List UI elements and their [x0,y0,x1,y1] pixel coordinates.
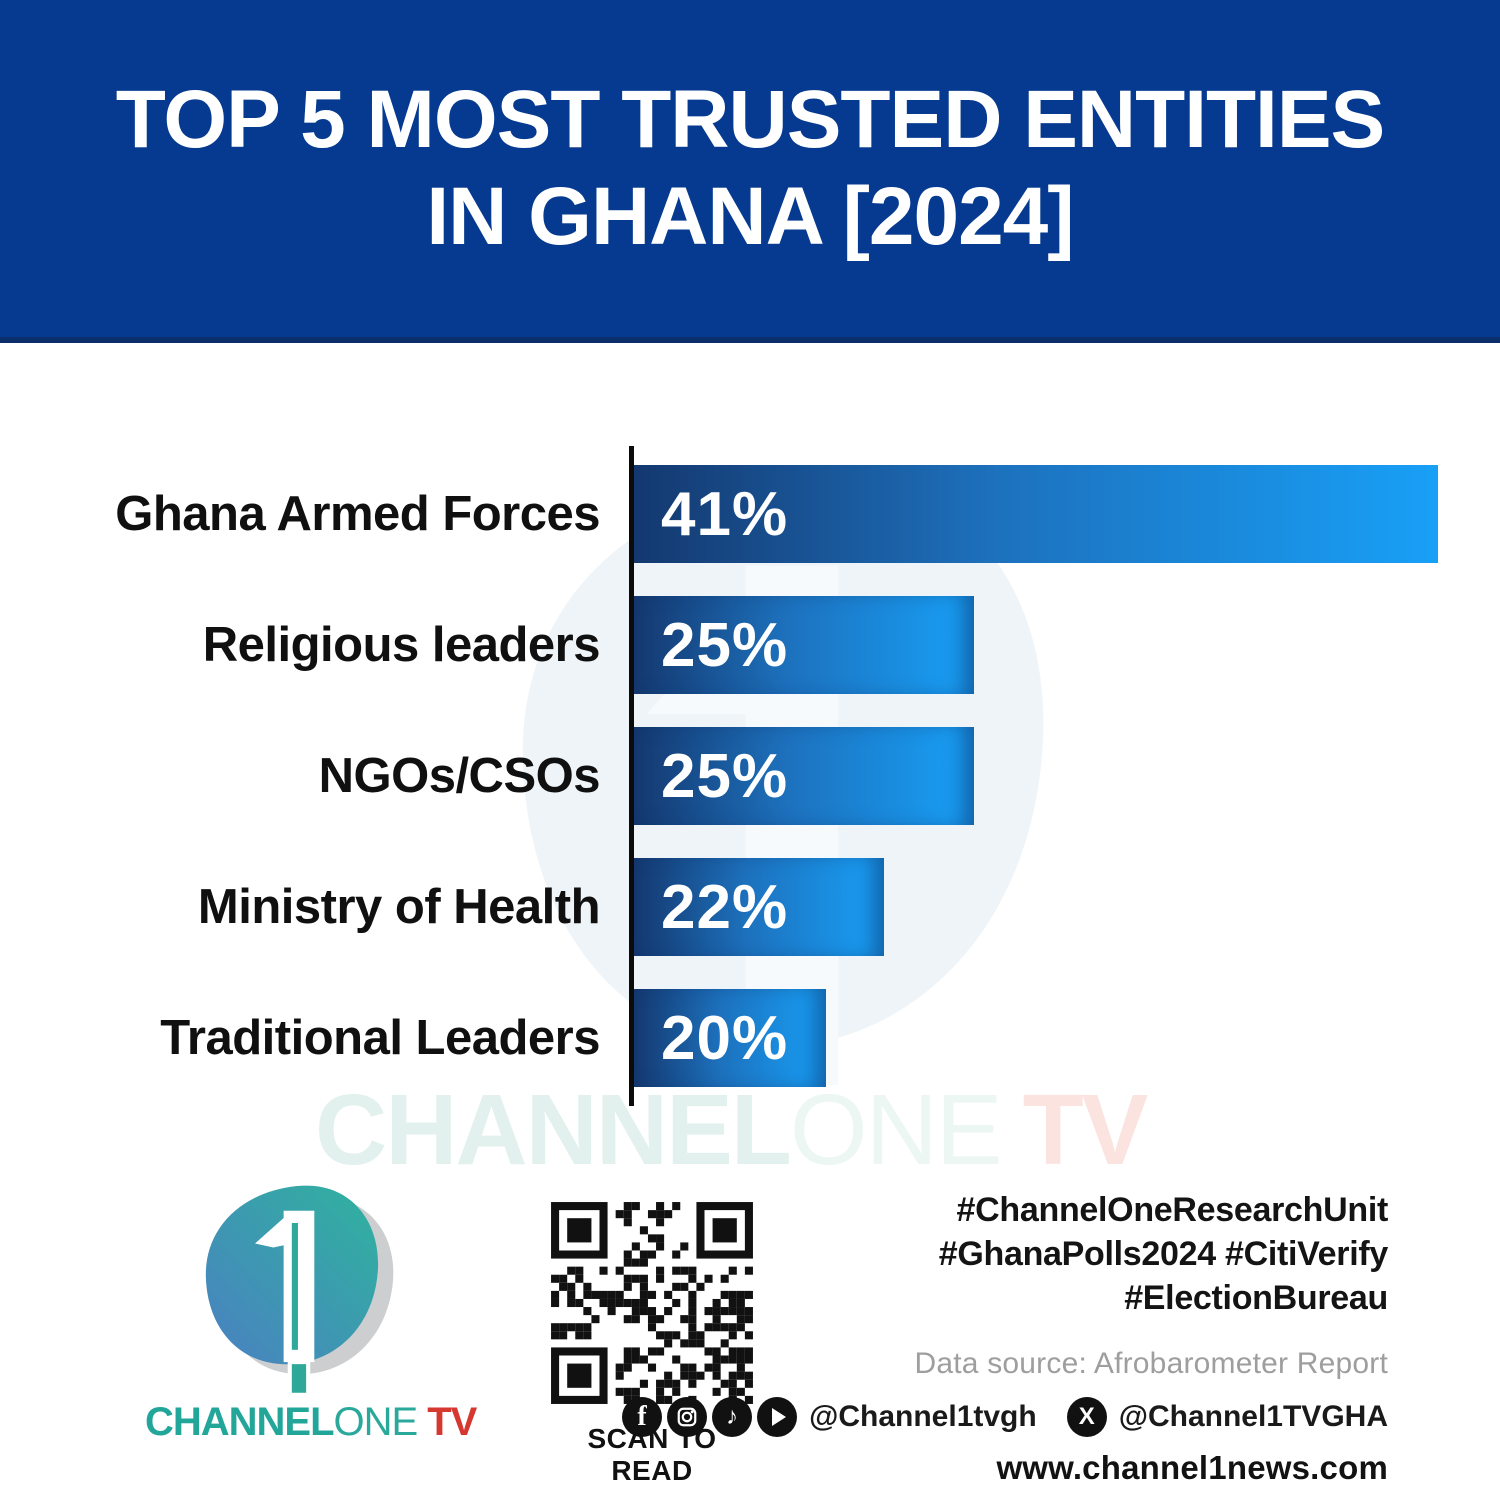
social-handle-x: @Channel1TVGHA [1118,1399,1388,1433]
category-label: Religious leaders [202,618,601,672]
bar-row: 25% [634,727,1460,825]
tiktok-icon: ♪ [712,1396,753,1437]
bar: 25% [634,727,975,825]
data-source-note: Data source: Afrobarometer Report [914,1346,1388,1380]
watermark-one: ONE [789,1074,1003,1186]
wordmark-tv: TV [427,1400,477,1444]
bar-value-label: 25% [661,741,789,811]
category-label: Ministry of Health [197,880,601,934]
watermark-tv: TV [1022,1074,1149,1186]
page-title-line1: TOP 5 MOST TRUSTED ENTITIES [115,74,1385,166]
bar: 41% [634,465,1438,563]
header-band: TOP 5 MOST TRUSTED ENTITIES IN GHANA [20… [0,0,1500,343]
bar: 20% [634,989,826,1087]
footer-right-block: #ChannelOneResearchUnit #GhanaPolls2024 … [622,1188,1388,1487]
channel-one-logo-icon [205,1185,394,1397]
bar-rows: 41% 25% 25% 22% 20% [634,465,1460,1120]
bar: 25% [634,596,975,694]
social-handle-main: @Channel1tvgh [809,1399,1037,1433]
bar-value-label: 41% [661,479,789,549]
bar-row: 25% [634,596,1460,694]
channel-one-logo-block: CHANNELONE TV [145,1178,477,1445]
category-labels: Ghana Armed Forces Religious leaders NGO… [30,465,600,1120]
brand-watermark-text: CHANNELONE TV [315,1080,1148,1180]
qr-code [547,1198,757,1408]
bar-value-label: 25% [661,610,789,680]
hashtag-line: #ElectionBureau [1124,1279,1388,1318]
hashtag-line: #GhanaPolls2024 #CitiVerify [938,1235,1389,1274]
bar-chart: Ghana Armed Forces Religious leaders NGO… [0,343,1500,1188]
bar-value-label: 22% [661,872,789,942]
instagram-icon [667,1396,708,1437]
social-row: f ♪ @Channel1tvgh X @Channel1TVGHA [622,1396,1388,1437]
facebook-icon: f [622,1396,663,1437]
hashtag-line: #ChannelOneResearchUnit [956,1191,1389,1229]
website-url: www.channel1news.com [996,1448,1388,1486]
chart-axis-line [629,446,634,1106]
bar-value-label: 20% [661,1003,789,1073]
x-icon: X [1066,1396,1107,1437]
qr-block: SCAN TO READ [544,1198,760,1487]
category-label: Traditional Leaders [160,1011,600,1065]
bar-row: 22% [634,858,1460,956]
wordmark-one: ONE [333,1400,419,1444]
logo-wordmark: CHANNELONE TV [145,1400,477,1445]
youtube-icon [757,1396,798,1437]
page-title-line2: IN GHANA [2024] [426,170,1074,262]
bar-row: 41% [634,465,1460,563]
category-label: NGOs/CSOs [318,749,601,803]
bar: 22% [634,858,885,956]
category-label: Ghana Armed Forces [115,487,600,541]
wordmark-channel: CHANNEL [145,1400,335,1444]
bar-row: 20% [634,989,1460,1087]
watermark-channel: CHANNEL [315,1074,792,1186]
